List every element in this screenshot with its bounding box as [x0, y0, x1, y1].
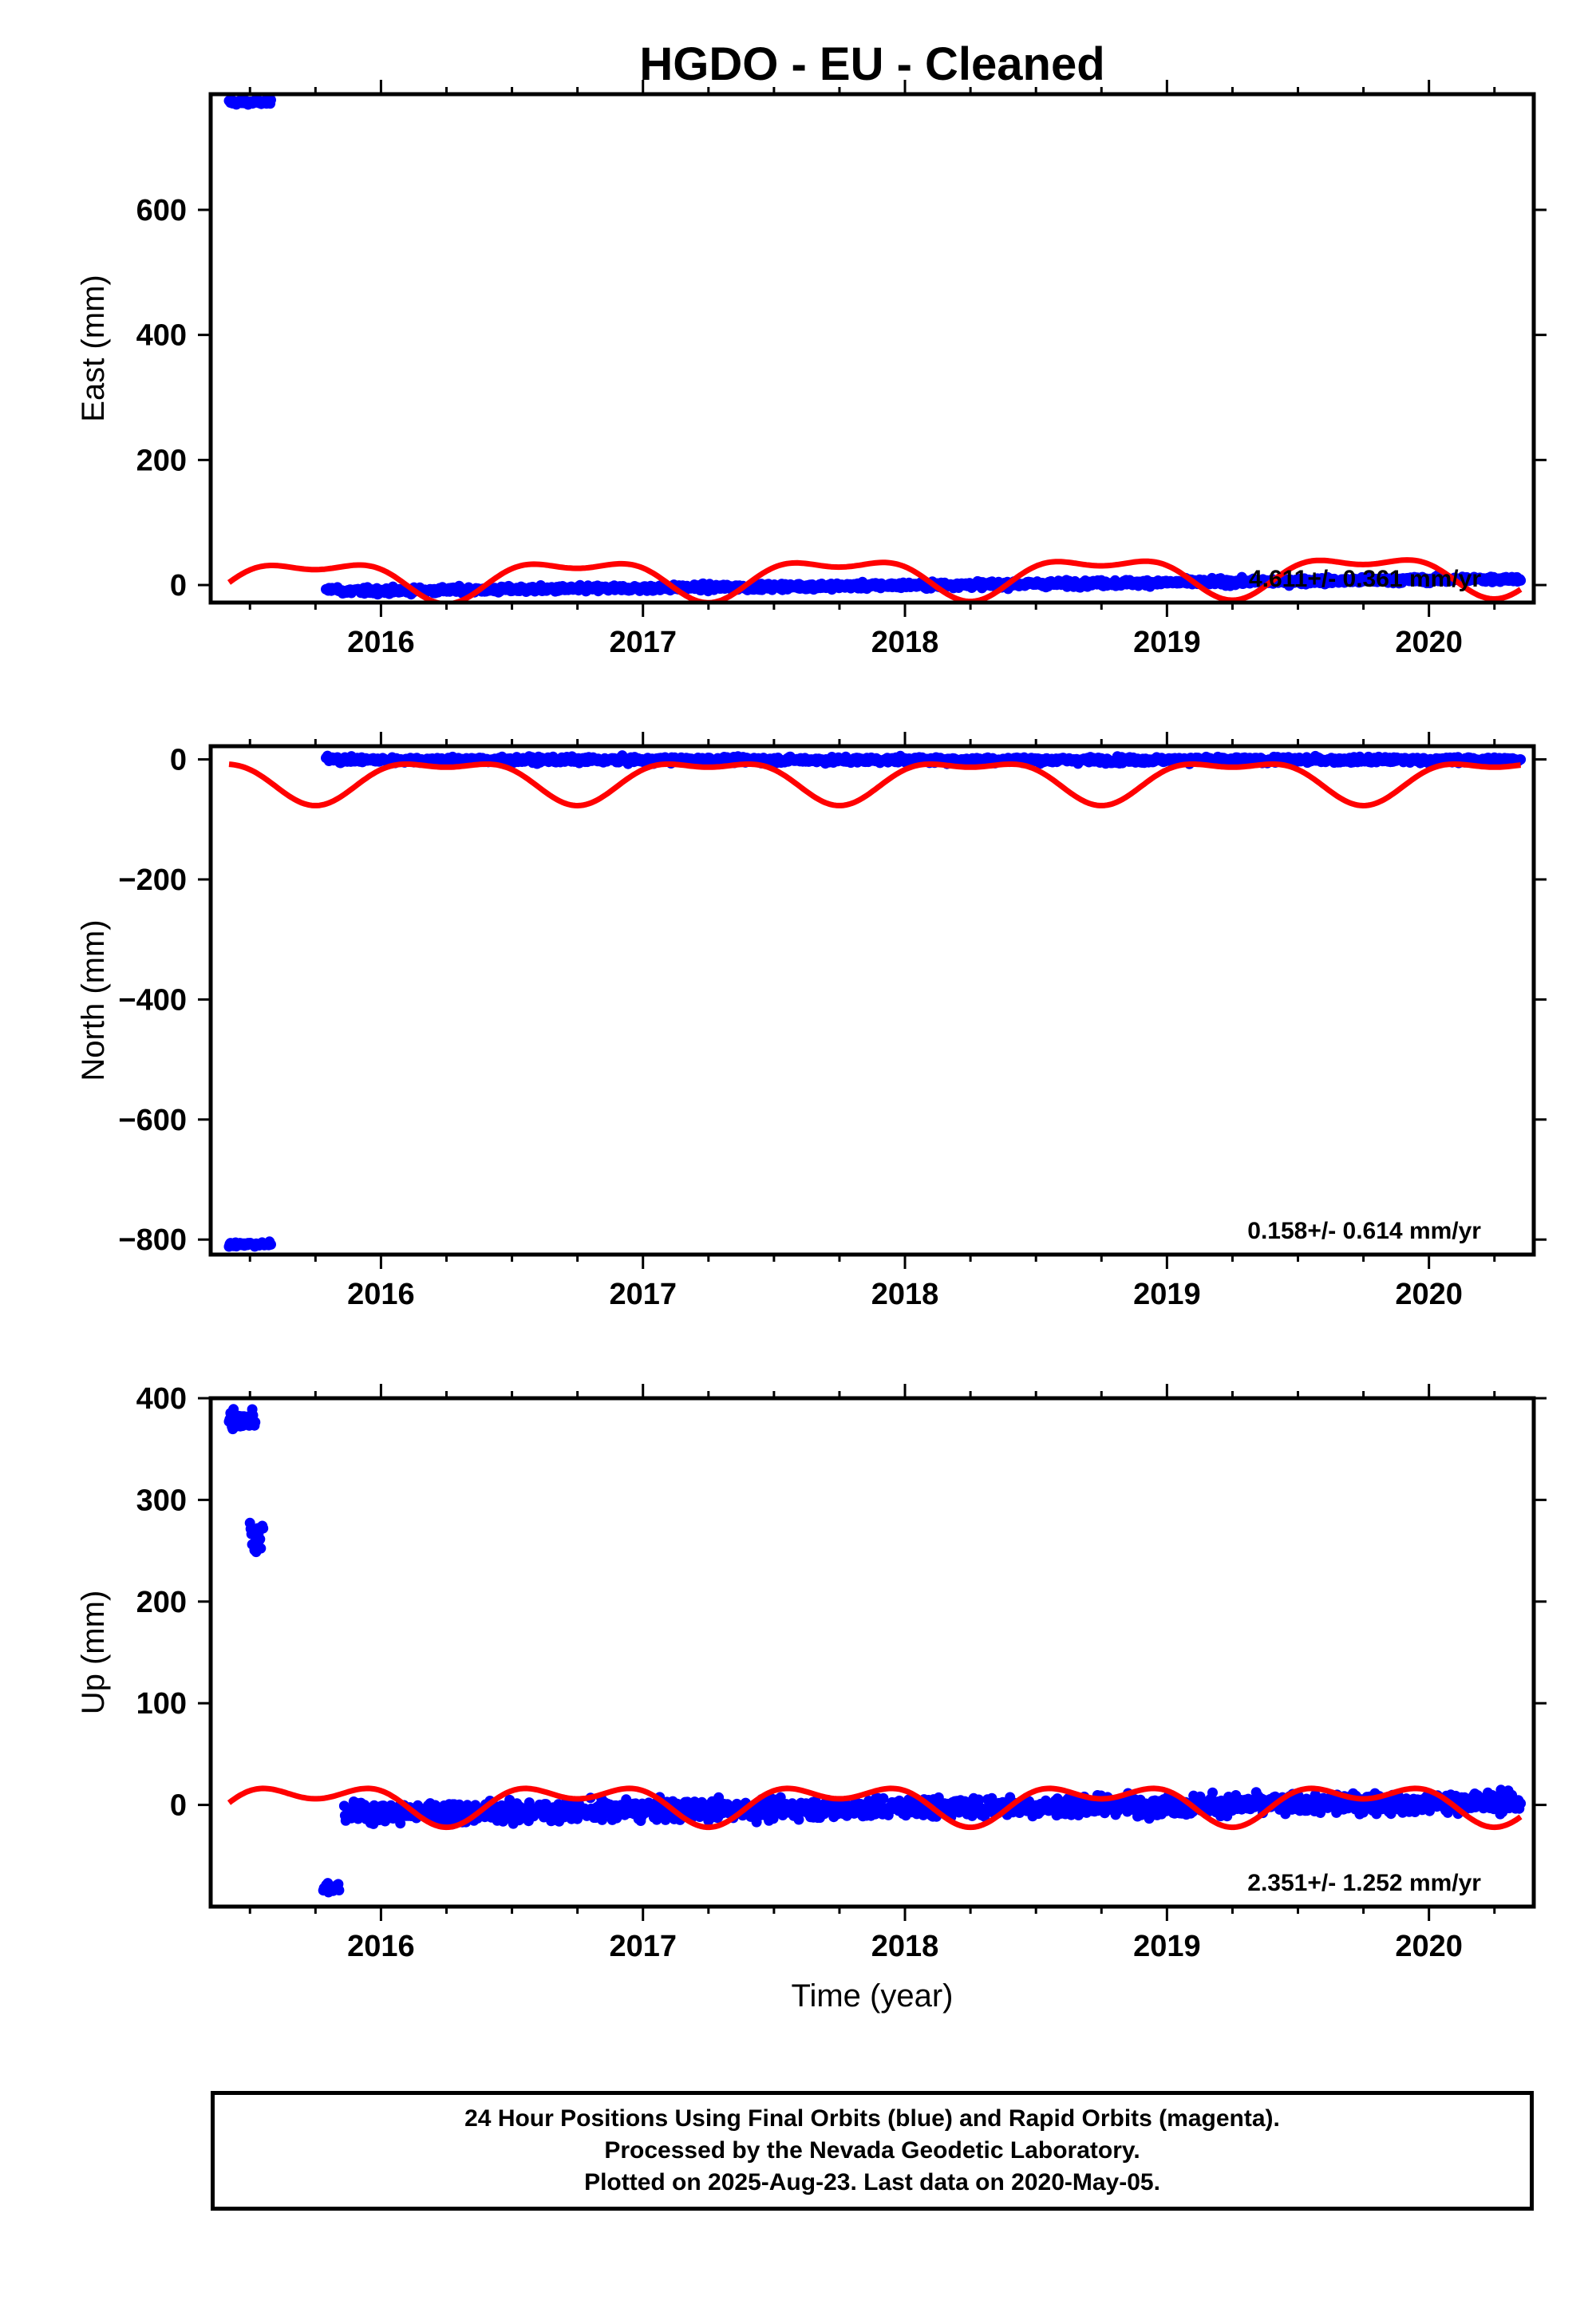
x-tick-label: 2019 [1133, 1278, 1201, 1311]
x-tick-label: 2019 [1133, 626, 1201, 659]
data-point [878, 1792, 889, 1804]
data-point [1315, 1808, 1326, 1818]
rate-annotation: 0.158+/- 0.614 mm/yr [1247, 1218, 1481, 1244]
rate-annotation: 4.611+/- 0.361 mm/yr [1249, 566, 1481, 592]
chart-panel-2: −800 −600 −400 −200 0 2016 2017 2018 2019 2020 Nor… [76, 732, 1547, 1311]
y-tick-label: −400 [118, 983, 187, 1017]
model-curve [227, 557, 1523, 603]
data-point [793, 1814, 804, 1825]
data-point [1065, 1809, 1077, 1820]
x-tick-label: 2017 [609, 1278, 677, 1311]
data-point [334, 1885, 345, 1895]
model-curve [228, 761, 1522, 808]
y-tick-label: 0 [170, 744, 187, 777]
data-point [255, 1534, 266, 1545]
y-tick-label: 0 [170, 569, 187, 603]
plot-frame [208, 92, 1536, 605]
x-tick-label: 2020 [1395, 1278, 1463, 1311]
y-axis-label: North (mm) [76, 919, 111, 1081]
data-point [258, 1523, 269, 1534]
x-tick-label: 2016 [347, 1278, 415, 1311]
y-tick-label: 200 [136, 444, 187, 477]
data-point [266, 94, 276, 105]
data-point [1515, 575, 1527, 586]
data-point [1207, 1787, 1218, 1798]
chart-panel-1: 0 200 400 600 2016 2017 2018 2019 2020 East (mm) 4… [76, 80, 1547, 659]
x-tick-label: 2017 [609, 626, 677, 659]
x-tick-label: 2020 [1395, 626, 1463, 659]
y-tick-label: −200 [118, 864, 187, 897]
x-tick-label: 2016 [347, 626, 415, 659]
data-point [266, 1239, 276, 1250]
chart-title: HGDO - EU - Cleaned [639, 38, 1104, 90]
x-tick-label: 2018 [871, 1278, 939, 1311]
y-tick-label: −600 [118, 1104, 187, 1137]
y-tick-label: −800 [118, 1223, 187, 1257]
data-point [1195, 1791, 1206, 1802]
data-points [223, 750, 1527, 1252]
y-tick-label: 400 [136, 319, 187, 353]
y-axis-label: East (mm) [76, 275, 111, 421]
data-point [255, 1543, 267, 1554]
plot-frame [208, 744, 1536, 1257]
x-tick-label: 2018 [871, 626, 939, 659]
data-point [250, 1417, 261, 1428]
data-points [223, 94, 1527, 600]
data-points [223, 1404, 1527, 1898]
data-point [1515, 754, 1527, 765]
data-point [974, 1794, 984, 1805]
y-tick-label: 600 [136, 194, 187, 227]
